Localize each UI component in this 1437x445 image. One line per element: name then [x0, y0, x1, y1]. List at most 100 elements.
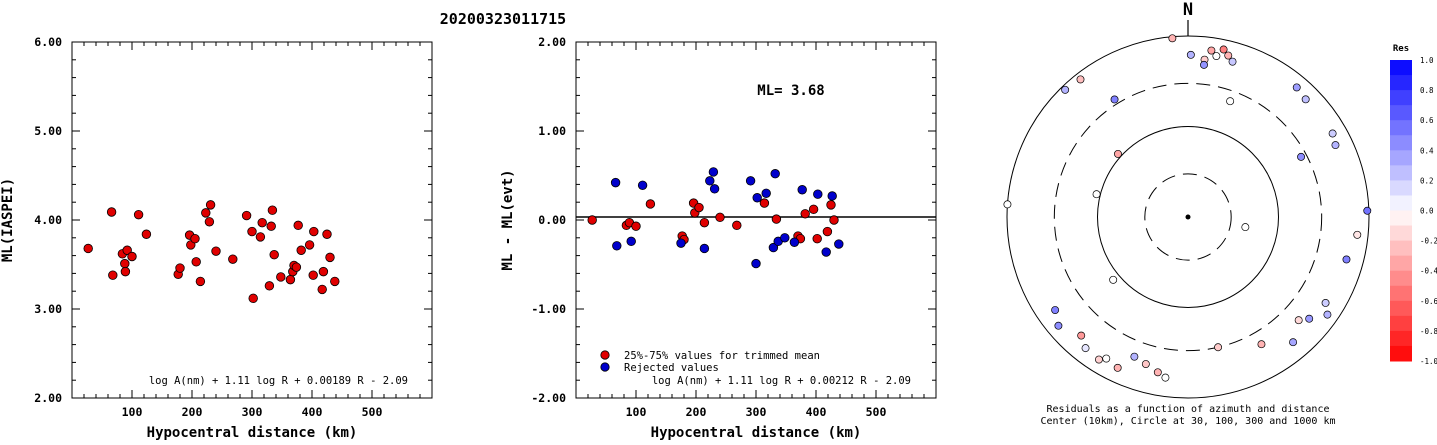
station-point [1113, 363, 1122, 372]
data-point [826, 200, 836, 210]
data-point [645, 199, 656, 209]
station-point [1342, 255, 1351, 264]
station-point [1114, 149, 1122, 158]
formula-text: log A(nm) + 1.11 log R + 0.00212 R - 2.0… [652, 375, 911, 387]
station-point [1076, 75, 1085, 84]
x-tick-label: 100 [122, 405, 143, 419]
data-point [771, 214, 782, 224]
ml-annotation: ML= 3.68 [757, 83, 824, 99]
station-point [1224, 51, 1233, 60]
station-point [1294, 316, 1303, 325]
colorbar-tick-label: 0.0 [1420, 207, 1434, 216]
data-point [812, 233, 822, 244]
y-tick-label: 6.00 [34, 35, 62, 49]
station-point [1289, 338, 1298, 347]
distance-ring-1000km [1006, 35, 1370, 399]
data-point [626, 236, 636, 247]
data-point [308, 270, 318, 280]
data-point [175, 263, 185, 273]
colorbar-swatch [1390, 270, 1412, 287]
data-point [108, 270, 118, 280]
station-point [1257, 340, 1266, 349]
y-tick-label: 3.00 [34, 302, 62, 316]
colorbar-swatch [1390, 225, 1412, 242]
data-point [191, 257, 201, 267]
distance-ring-300km [1053, 82, 1323, 352]
y-tick-label: -2.00 [531, 391, 566, 405]
plot-frame [71, 41, 433, 399]
x-tick-label: 400 [302, 405, 323, 419]
station-point [1212, 52, 1221, 60]
y-tick-label: 2.00 [538, 35, 566, 49]
data-point [631, 221, 641, 231]
data-point [745, 176, 756, 186]
station-point [1241, 223, 1250, 232]
data-point [330, 276, 340, 287]
colorbar-swatch [1390, 60, 1412, 76]
station-points [1003, 34, 1372, 382]
data-point [248, 293, 258, 304]
x-tick-label: 500 [362, 405, 383, 419]
colorbar-swatch [1390, 105, 1412, 121]
station-point [1226, 97, 1235, 106]
station-point [1331, 141, 1340, 150]
data-point [827, 191, 837, 201]
station-point [1130, 352, 1139, 361]
data-point [610, 177, 621, 188]
distance-ring-100km [1097, 126, 1279, 308]
station-point [1054, 321, 1063, 330]
colorbar-swatch [1390, 135, 1412, 151]
colorbar-swatch [1390, 75, 1412, 91]
station-point [1363, 206, 1372, 215]
data-point [309, 226, 319, 237]
colorbar-swatch [1390, 165, 1412, 181]
colorbar-swatch [1390, 315, 1412, 332]
data-point [705, 176, 715, 186]
data-point [264, 281, 275, 291]
data-point [612, 241, 622, 251]
data-point [291, 262, 302, 272]
data-point [752, 193, 762, 203]
y-axis-label: ML(IASPEI) [0, 178, 16, 262]
legend-marker-trimmed [600, 350, 610, 360]
colorbar-tick-label: 0.4 [1420, 146, 1434, 155]
figure-title: 20200323011715 [440, 10, 566, 28]
colorbar-tick-label: 0.8 [1420, 86, 1434, 95]
x-tick-label: 300 [746, 405, 767, 419]
data-point [708, 167, 719, 177]
data-point [269, 250, 279, 260]
data-point [699, 217, 710, 228]
colorbar-tick-label: -0.6 [1420, 297, 1437, 306]
data-point [317, 284, 327, 295]
distance-ring-30km [1144, 173, 1232, 261]
station-point [1102, 354, 1111, 363]
data-point [318, 266, 329, 277]
data-point [195, 276, 206, 287]
station-point [1110, 95, 1119, 104]
x-tick-label: 200 [686, 405, 707, 419]
data-point [190, 233, 200, 244]
x-axis-label: Hypocentral distance (km) [651, 425, 862, 441]
station-point [1161, 373, 1170, 382]
data-point [800, 209, 810, 219]
data-point [761, 188, 771, 199]
formula-text: log A(nm) + 1.11 log R + 0.00189 R - 2.0… [149, 375, 408, 387]
colorbar-swatch [1390, 195, 1412, 211]
data-point [822, 226, 833, 237]
y-tick-label: 0.00 [538, 213, 566, 227]
legend-label-trimmed: 25%-75% values for trimmed mean [624, 350, 820, 362]
colorbar-tick-label: -0.8 [1420, 327, 1437, 336]
x-tick-label: 300 [242, 405, 263, 419]
data-point [768, 242, 779, 253]
data-point [276, 272, 286, 282]
data-point [325, 252, 335, 263]
station-point [1003, 200, 1012, 209]
station-point [1186, 50, 1195, 59]
data-point [780, 233, 790, 243]
colorbar-swatch [1390, 90, 1412, 106]
x-axis-ticks: 100 200 300 400 500 [83, 42, 421, 419]
data-point [293, 220, 303, 231]
data-points [587, 167, 844, 269]
station-point [1168, 34, 1177, 43]
data-point [247, 226, 257, 237]
